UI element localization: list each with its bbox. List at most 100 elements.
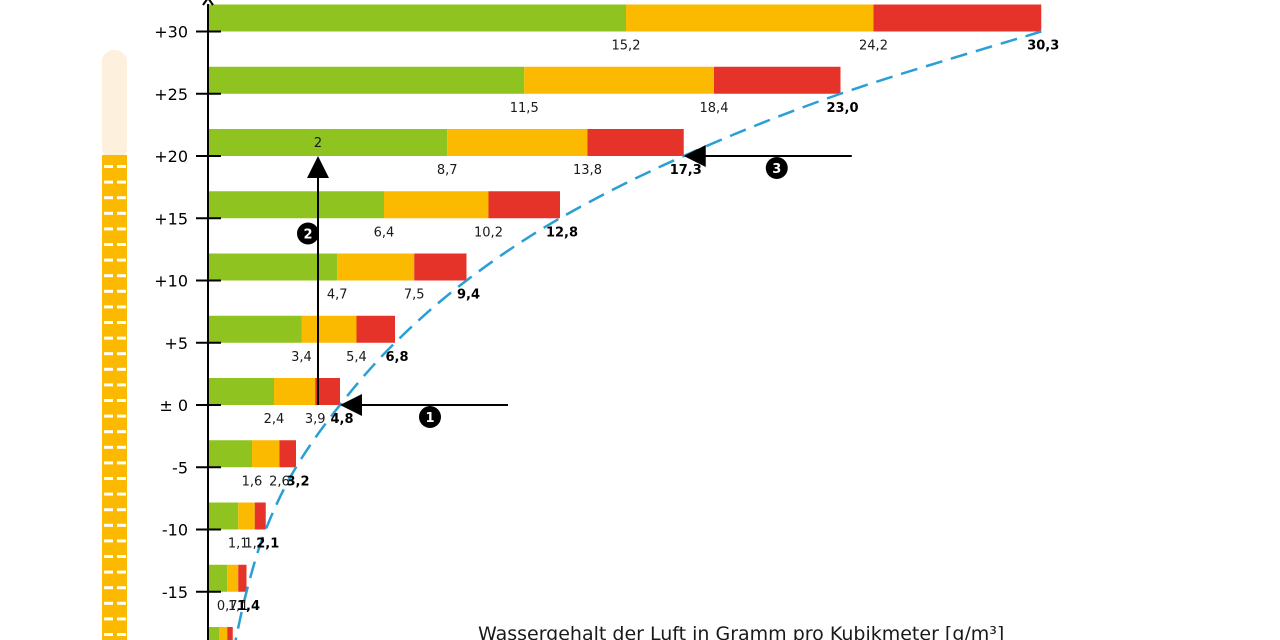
thermometer-tick-right bbox=[117, 445, 126, 449]
thermometer-tick-left bbox=[104, 445, 113, 449]
thermometer-tick-left bbox=[104, 508, 113, 512]
thermometer-tick-right bbox=[117, 414, 126, 418]
thermometer-tick-right bbox=[117, 383, 126, 387]
bar-segment-red bbox=[315, 378, 340, 405]
bar-segment-red bbox=[356, 315, 395, 343]
step-marker-label: 3 bbox=[772, 162, 781, 177]
arrow-left-icon bbox=[340, 394, 362, 416]
value-label: 5,4 bbox=[346, 350, 367, 365]
value-label: 9,4 bbox=[457, 288, 480, 303]
value-label: 2,1 bbox=[256, 537, 279, 552]
thermometer-tick-left bbox=[104, 555, 113, 558]
thermometer-tick-right bbox=[117, 601, 126, 605]
thermometer-tick-right bbox=[117, 633, 126, 636]
y-tick-label: +5 bbox=[164, 334, 188, 353]
thermometer-tick-right bbox=[117, 461, 126, 465]
thermometer-tick-right bbox=[117, 492, 126, 496]
value-label: 30,3 bbox=[1027, 39, 1059, 54]
thermometer-tick-right bbox=[117, 227, 126, 231]
thermometer-tick-left bbox=[104, 243, 113, 246]
value-label: 4,8 bbox=[330, 412, 353, 427]
thermometer-tick-left bbox=[104, 492, 113, 496]
value-labels: 15,2 24,2 30,311,5 18,4 23,08,7 13,8 17,36,4 10… bbox=[217, 39, 1059, 614]
thermometer-tick-right bbox=[117, 165, 126, 168]
y-tick-label: +25 bbox=[154, 85, 188, 104]
thermometer-tick-right bbox=[117, 321, 126, 324]
thermometer-tick-right bbox=[117, 508, 126, 512]
bar-segment-green bbox=[208, 253, 338, 281]
value-label: 1,7 bbox=[244, 537, 265, 552]
bar-segment-yellow bbox=[384, 191, 489, 219]
value-label: 6,4 bbox=[374, 225, 395, 240]
step-marker bbox=[419, 406, 441, 428]
thermometer-tick-left bbox=[104, 180, 113, 184]
bar-segment-red bbox=[238, 564, 247, 592]
value-label: 3,2 bbox=[286, 474, 309, 489]
bar-segment-green bbox=[208, 564, 228, 592]
value-label: 8,7 bbox=[437, 163, 458, 178]
y-tick-label: -10 bbox=[162, 521, 188, 540]
bar-segment-red bbox=[873, 4, 1042, 32]
thermometer-tick-left bbox=[104, 227, 113, 231]
thermometer-tick-right bbox=[117, 570, 126, 574]
axes bbox=[202, 0, 214, 640]
thermometer-tick-right bbox=[117, 336, 126, 340]
bar-segment-red bbox=[488, 191, 560, 219]
y-tick-label: +20 bbox=[154, 147, 188, 166]
thermometer-tick-left bbox=[104, 617, 113, 621]
thermometer-tick-left bbox=[104, 523, 113, 527]
bar-segment-green bbox=[208, 4, 626, 32]
thermometer-tick-right bbox=[117, 477, 126, 480]
bar-segment-red bbox=[714, 66, 841, 94]
bar-segment-yellow bbox=[447, 129, 588, 156]
thermometer-tick-right bbox=[117, 258, 126, 262]
thermometer-tick-right bbox=[117, 539, 126, 543]
thermometer-tick-right bbox=[117, 399, 126, 402]
bar-segment-green bbox=[208, 315, 302, 343]
value-label: 1,4 bbox=[237, 599, 260, 614]
value-label: 12,8 bbox=[546, 225, 578, 240]
bars-group bbox=[208, 4, 1042, 640]
thermometer-tick-left bbox=[104, 586, 113, 590]
thermometer-body bbox=[102, 155, 127, 640]
value-label: 3,4 bbox=[291, 350, 312, 365]
annotations: 1 2 2 3 bbox=[297, 136, 852, 428]
value-label: 11,5 bbox=[510, 101, 539, 116]
x-axis-label: Wassergehalt der Luft in Gramm pro Kubik… bbox=[478, 623, 1004, 640]
thermometer-tick-right bbox=[117, 289, 126, 293]
thermometer-tick-left bbox=[104, 211, 113, 215]
value-label: 24,2 bbox=[859, 39, 888, 54]
thermometer-tick-left bbox=[104, 321, 113, 324]
thermometer-tick-left bbox=[104, 289, 113, 293]
value-label: 4,7 bbox=[327, 288, 348, 303]
thermometer-tick-left bbox=[104, 258, 113, 262]
thermometer-tick-left bbox=[104, 383, 113, 387]
value-label: 1,6 bbox=[242, 474, 263, 489]
thermometer-tick-right bbox=[117, 617, 126, 621]
y-ticks: +30+25+20+15+10+5± 0-5-10-15-20 bbox=[154, 23, 221, 602]
value-label: 2,4 bbox=[264, 412, 285, 427]
thermometer-tick-right bbox=[117, 274, 126, 278]
bar-segment-yellow bbox=[524, 66, 714, 94]
y-tick-label: ± 0 bbox=[159, 396, 188, 415]
thermometer-scale bbox=[104, 165, 126, 636]
bar-segment-yellow bbox=[301, 315, 357, 343]
value-label: 1,1 bbox=[228, 537, 249, 552]
thermometer-tick-right bbox=[117, 196, 126, 200]
bar-segment-yellow bbox=[337, 253, 415, 281]
step-marker bbox=[297, 222, 319, 245]
thermometer-tick-left bbox=[104, 165, 113, 168]
bar-segment-green bbox=[208, 191, 384, 219]
thermometer-icon bbox=[102, 50, 127, 640]
value-label: 23,0 bbox=[826, 101, 858, 116]
thermometer-tick-left bbox=[104, 196, 113, 200]
thermometer-tick-left bbox=[104, 274, 113, 278]
value-label: 15,2 bbox=[612, 39, 641, 54]
bar-segment-green bbox=[208, 66, 525, 94]
bar-segment-green bbox=[208, 378, 274, 405]
thermometer-tick-right bbox=[117, 367, 126, 371]
value-label: 10,2 bbox=[474, 225, 503, 240]
thermometer-tick-right bbox=[117, 305, 126, 309]
thermometer-tick-left bbox=[104, 414, 113, 418]
